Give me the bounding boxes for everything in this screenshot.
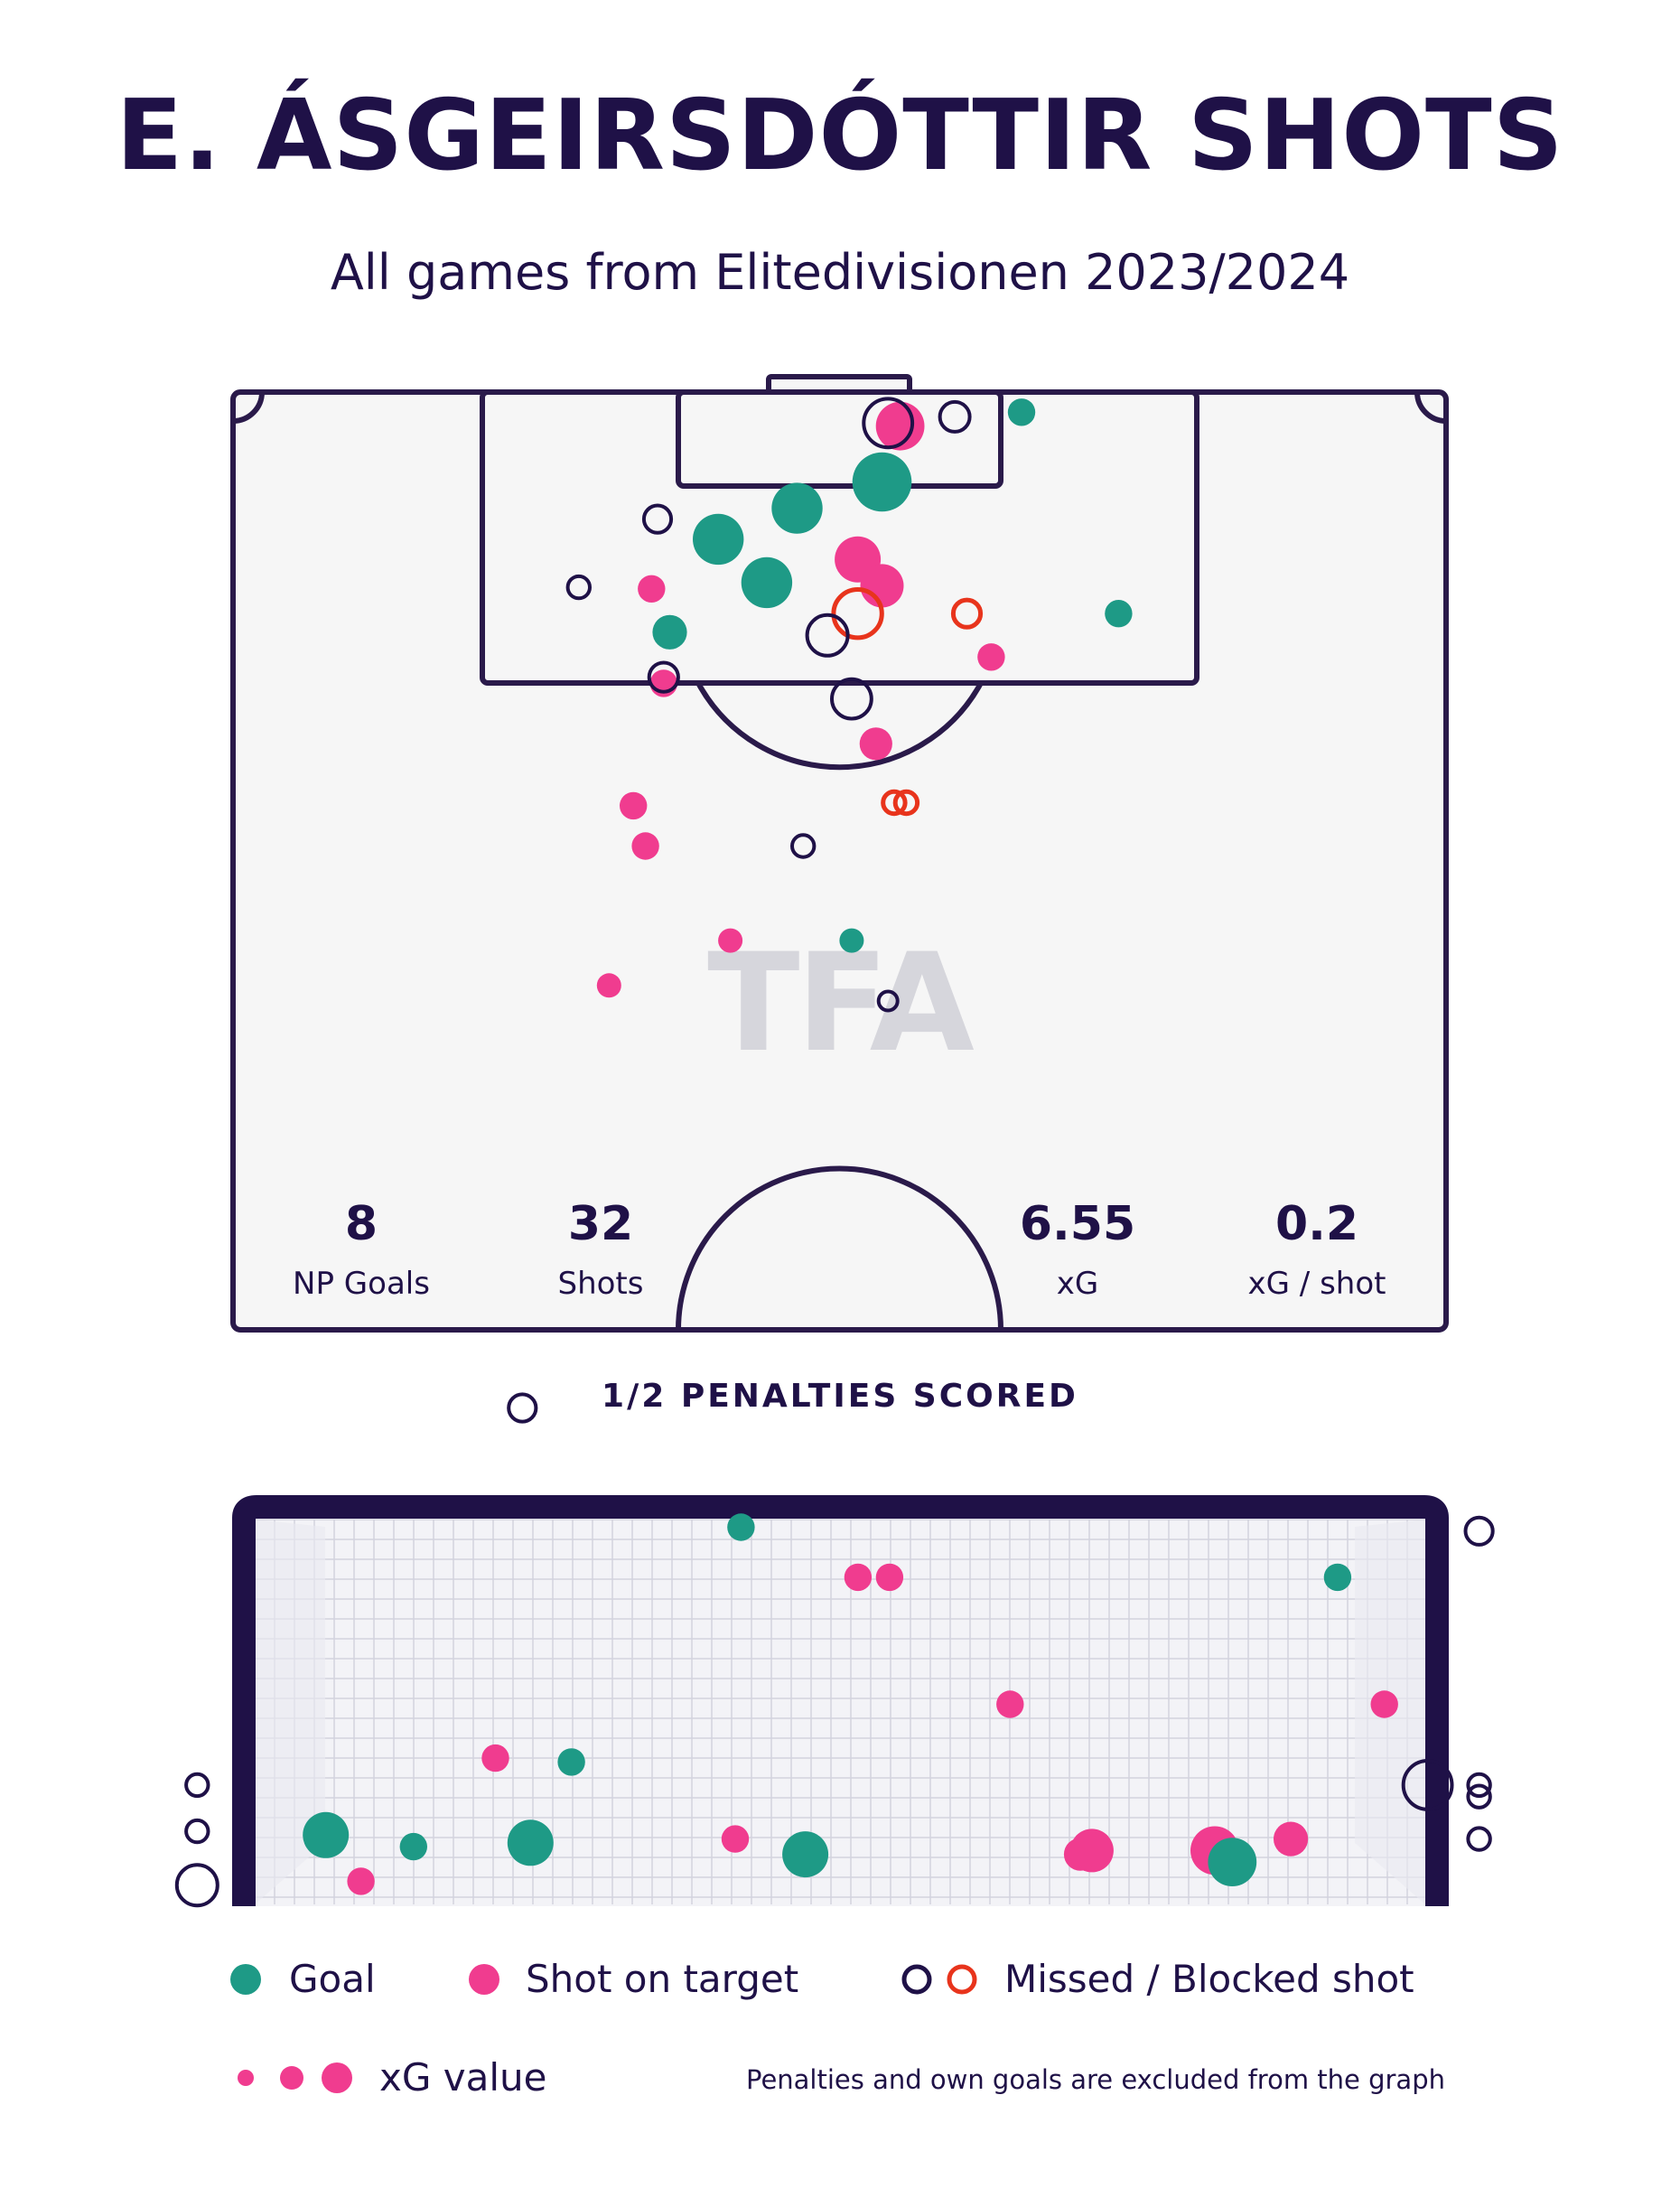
goal-shot-marker-missed [174, 1863, 219, 1908]
stat-xg-per-shot-value: 0.2 [1275, 1197, 1358, 1251]
shot-marker-on_target [718, 928, 743, 953]
goal-shot-marker-missed [184, 1772, 210, 1799]
goal-shot-marker-missed [1466, 1772, 1492, 1799]
shot-marker-goal [852, 452, 912, 512]
six-yard-box [676, 389, 1003, 489]
corner-arc-right [1414, 391, 1447, 424]
pitch-outline [230, 389, 1449, 1333]
shot-marker-missed [647, 660, 680, 694]
goal-shot-marker-on_target [996, 1690, 1024, 1718]
chart-subtitle: All games from Elitedivisionen 2023/2024 [330, 244, 1350, 301]
legend-xg-medium [280, 2066, 303, 2090]
stat-xg-per-shot-label: xG / shot [1248, 1266, 1386, 1302]
stat-np-goals-label: NP Goals [293, 1266, 430, 1302]
goal-shot-marker-missed [1463, 1515, 1495, 1547]
shot-marker-on_target [631, 832, 659, 860]
shot-marker-goal [839, 928, 864, 953]
corner-arc-left [232, 391, 265, 424]
legend-on-target-label: Shot on target [526, 1957, 798, 2001]
goal-frame-posts [232, 1495, 1449, 1906]
shot-marker-missed [830, 677, 873, 721]
goal-shot-marker-missed [1466, 1826, 1492, 1852]
net-background [246, 1518, 1436, 1906]
legend-xg-small [238, 2070, 254, 2086]
legend-goal-swatch [230, 1964, 261, 1995]
goal-shot-marker-on_target [721, 1825, 750, 1853]
shot-marker-missed [565, 574, 592, 601]
goal-shot-marker-on_target [1190, 1826, 1239, 1875]
goal-shot-marker-goal [303, 1811, 350, 1858]
shot-marker-missed_header [950, 597, 984, 630]
legend-note: Penalties and own goals are excluded fro… [746, 2064, 1445, 2095]
goal-net [246, 1518, 1436, 1906]
stat-np-goals-value: 8 [345, 1197, 378, 1251]
goal-shot-marker-on_target [875, 1563, 904, 1592]
shot-marker-missed_header [881, 789, 908, 817]
shot-marker-on_target [860, 564, 904, 608]
shot-marker-goal [693, 513, 744, 566]
stats-row: 8 NP Goals 32 Shots 6.55 xG 0.2 xG / sho… [293, 1197, 1386, 1302]
goal-shot-marker-on_target [1069, 1829, 1114, 1873]
stat-shots-label: Shots [558, 1266, 644, 1302]
legend-goal-label: Goal [289, 1957, 376, 2001]
goal-shot-marker-missed [184, 1818, 210, 1845]
shot-marker-goal [652, 614, 687, 650]
goal-shot-marker-goal [727, 1513, 755, 1541]
goal-shot-marker-goal [1208, 1838, 1257, 1886]
stat-shots-value: 32 [568, 1197, 633, 1251]
goal-shot-marker-goal [557, 1748, 585, 1776]
goal-shot-marker-on_target [481, 1744, 509, 1772]
legend-missed-swatch-red [947, 1964, 977, 1995]
goal-shot-marker-on_target [1063, 1838, 1097, 1871]
goal-shot-marker-on_target [1370, 1690, 1398, 1718]
goal-shot-marker-missed [1466, 1783, 1492, 1810]
shot-marker-missed [862, 397, 915, 450]
shot-marker-missed [876, 989, 900, 1013]
net-side-right [1355, 1520, 1425, 1904]
shot-marker-goal [741, 557, 793, 609]
goal-shot-marker-goal [507, 1819, 554, 1866]
shot-marker-on_target [596, 973, 621, 998]
legend-on-target-swatch [469, 1964, 499, 1995]
shot-marker-missed [790, 833, 817, 859]
shot-marker-goal [1105, 600, 1133, 628]
shot-marker-missed [641, 503, 674, 535]
goal-shot-marker-goal [1323, 1563, 1352, 1592]
shot-marker-missed_header [831, 587, 884, 641]
centre-circle [676, 1165, 1003, 1331]
goal-shot-marker-on_target [844, 1563, 873, 1592]
net-side-left [255, 1520, 325, 1904]
shot-marker-goal [1007, 398, 1036, 426]
shot-marker-missed [805, 613, 850, 658]
legend-missed-label: Missed / Blocked shot [1004, 1957, 1414, 2001]
stat-xg-label: xG [1057, 1266, 1098, 1302]
shot-marker-goal [771, 482, 823, 534]
legend-xg-large [322, 2062, 352, 2093]
goal-shot-marker-on_target [1274, 1821, 1309, 1857]
penalty-arc [695, 681, 984, 771]
stat-xg-value: 6.55 [1020, 1197, 1135, 1251]
watermark-text: TFA [707, 925, 975, 1082]
goal-shot-markers [174, 1392, 1495, 1908]
goal-shot-marker-on_target [347, 1867, 375, 1895]
pitch-markings [230, 374, 1449, 1333]
shot-marker-missed [938, 399, 972, 434]
penalties-caption: 1/2 PENALTIES SCORED [602, 1378, 1078, 1415]
shot-marker-missed_header [892, 789, 920, 817]
tfa-watermark: TFA [707, 925, 978, 1082]
shot-marker-on_target [620, 791, 648, 820]
legend-xg-label: xG value [379, 2055, 546, 2100]
goal-shot-marker-goal [782, 1831, 829, 1878]
legend-missed-swatch-dark [901, 1964, 932, 1995]
shot-map: TFA 8 NP Goals 32 Shots 6.55 xG 0.2 xG /… [230, 374, 1449, 1333]
chart-title: E. ÁSGEIRSDÓTTIR SHOTS [116, 80, 1564, 192]
shot-marker-on_target [977, 643, 1005, 671]
shot-marker-on_target [859, 727, 892, 761]
shot-markers [565, 397, 1133, 1013]
shot-marker-on_target [638, 575, 666, 603]
goal-shot-marker-goal [399, 1832, 427, 1861]
goal-shot-marker-missed [1401, 1759, 1454, 1811]
